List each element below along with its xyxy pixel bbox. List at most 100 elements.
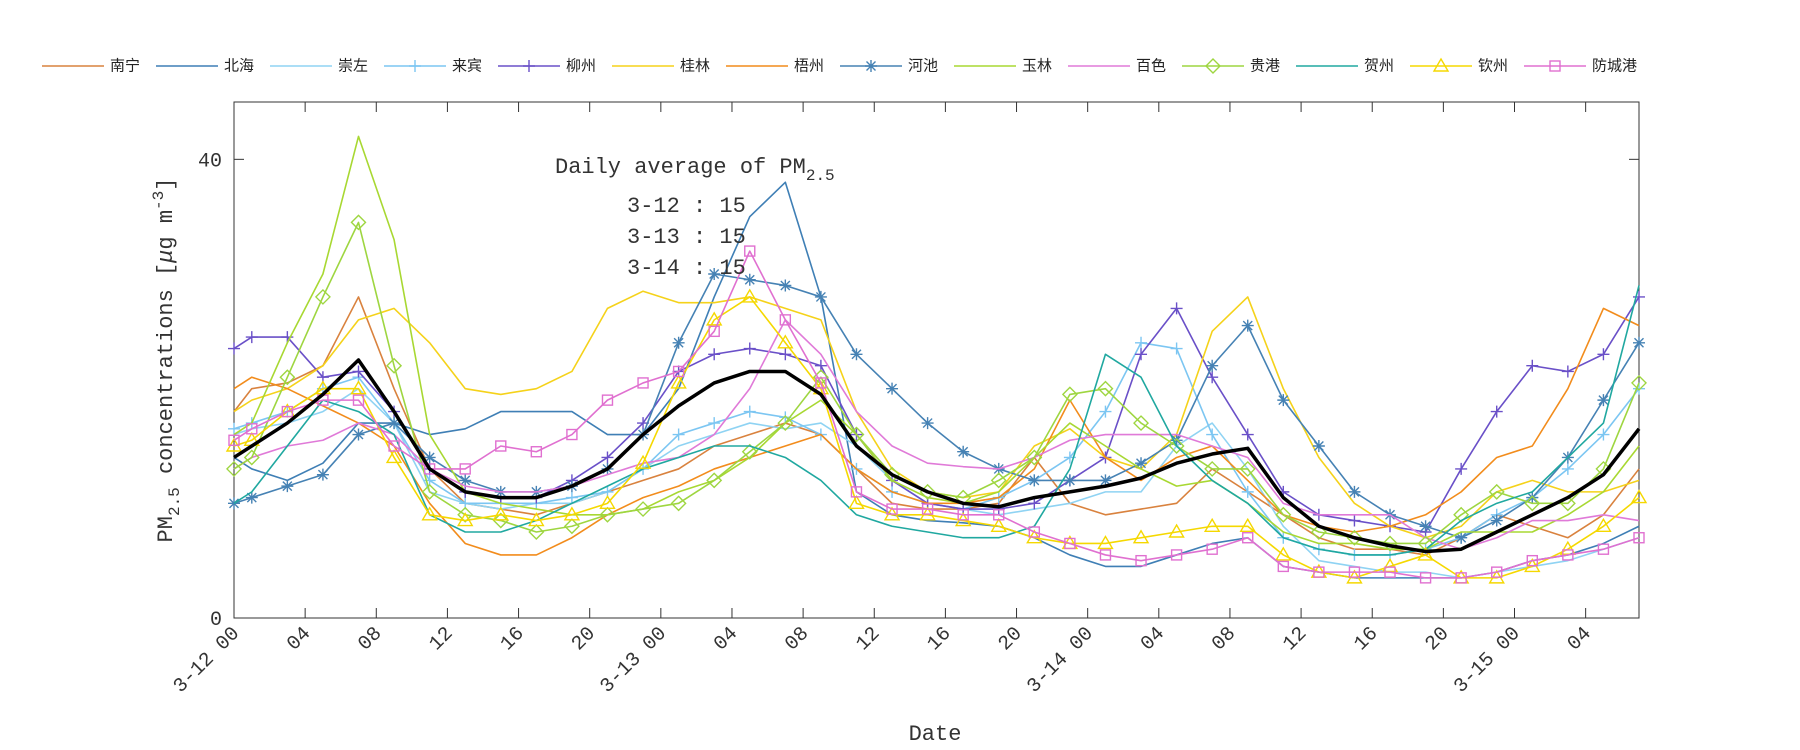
marker-star [1348, 485, 1361, 498]
marker-diamond [1524, 495, 1541, 512]
marker-star [957, 445, 970, 458]
marker-square [1597, 543, 1610, 555]
marker-square [637, 377, 649, 389]
marker-plus [228, 422, 240, 435]
x-tick-label: 16 [923, 623, 956, 656]
marker-star [352, 428, 365, 441]
x-tick-label: 3-12 00 [169, 623, 245, 699]
series-line [233, 296, 1640, 579]
marker-diamond [226, 460, 242, 477]
marker-star [1099, 474, 1112, 487]
marker-plus [1135, 348, 1148, 361]
x-tick-label: 08 [781, 623, 814, 656]
marker-square [1206, 543, 1218, 555]
series-line [233, 135, 1640, 550]
legend-label: 来宾 [452, 57, 482, 75]
marker-diamond [421, 483, 438, 500]
legend-label: 贵港 [1250, 57, 1280, 75]
marker-square [281, 405, 294, 418]
x-tick-label: 3-14 00 [1023, 623, 1099, 699]
x-tick-label: 04 [1137, 623, 1170, 656]
plot-area [225, 135, 1648, 584]
marker-star [459, 474, 472, 487]
marker-star [1241, 319, 1254, 332]
x-tick-label: 08 [354, 623, 387, 656]
series [226, 214, 1647, 552]
marker-diamond [706, 472, 723, 489]
marker-star [281, 480, 294, 493]
marker-diamond [1453, 506, 1470, 523]
legend-marker [865, 60, 877, 72]
y-tick-label: 40 [198, 150, 222, 173]
legend-label: 玉林 [1022, 57, 1052, 75]
marker-square [1313, 566, 1325, 578]
marker-plus [708, 348, 721, 361]
marker-diamond [528, 524, 545, 540]
marker-square [1028, 526, 1041, 538]
marker-square [530, 446, 543, 458]
marker-diamond [386, 357, 403, 374]
marker-diamond [741, 443, 758, 460]
legend-marker [409, 60, 421, 72]
x-tick-label: 12 [425, 623, 458, 656]
y-label-sup: -3 [150, 191, 168, 210]
marker-triangle [990, 517, 1007, 532]
marker-square [1384, 566, 1396, 578]
y-label-main: PM [154, 516, 179, 542]
marker-diamond [1204, 460, 1221, 477]
marker-diamond [1239, 460, 1256, 477]
marker-square [1064, 537, 1076, 550]
marker-diamond [1026, 449, 1043, 466]
marker-square [1099, 549, 1112, 561]
marker-diamond [243, 449, 260, 466]
marker-diamond [563, 518, 580, 535]
series-line [233, 181, 1640, 579]
legend-label: 桂林 [680, 57, 710, 75]
marker-plus [1348, 514, 1361, 527]
legend-label: 柳州 [566, 57, 596, 75]
marker-triangle [741, 288, 758, 303]
marker-square [957, 509, 969, 521]
marker-star [886, 382, 899, 395]
series [225, 288, 1648, 584]
series-line [233, 358, 1641, 554]
marker-plus [228, 342, 240, 355]
series-line [233, 250, 1640, 579]
marker-star [1028, 474, 1041, 487]
legend-label: 钦州 [1478, 57, 1508, 75]
marker-star [708, 268, 721, 280]
legend-label: 河池 [908, 57, 938, 75]
annotation-line: 3-12 : 15 [627, 194, 746, 219]
legend-marker [1432, 57, 1450, 72]
marker-star [388, 417, 401, 430]
marker-plus [672, 428, 685, 441]
marker-square [708, 325, 720, 338]
marker-square [1242, 532, 1254, 544]
marker-plus [743, 405, 756, 418]
marker-diamond [1168, 438, 1185, 454]
marker-diamond [599, 506, 616, 523]
legend-label: 防城港 [1592, 57, 1637, 75]
marker-diamond [279, 369, 296, 386]
y-label-mu: μ [154, 250, 179, 264]
marker-diamond [1310, 524, 1327, 540]
marker-diamond [492, 512, 509, 529]
marker-square [1419, 572, 1432, 584]
marker-plus [1170, 302, 1183, 315]
marker-triangle [1097, 535, 1114, 550]
marker-square [1135, 554, 1147, 567]
y-label-unit: g m [154, 210, 179, 250]
x-tick-label: 20 [994, 623, 1027, 656]
legend-label: 南宁 [110, 57, 140, 75]
annotation-title-main: Daily average of PM [555, 155, 806, 180]
marker-diamond [1275, 506, 1292, 523]
series-line [233, 273, 1640, 539]
marker-star [423, 451, 436, 464]
marker-triangle [350, 380, 367, 395]
annotation-line: 3-14 : 15 [627, 256, 746, 281]
marker-square [921, 503, 934, 515]
marker-plus [1597, 428, 1610, 441]
marker-square [850, 486, 863, 498]
marker-star [1597, 394, 1610, 407]
